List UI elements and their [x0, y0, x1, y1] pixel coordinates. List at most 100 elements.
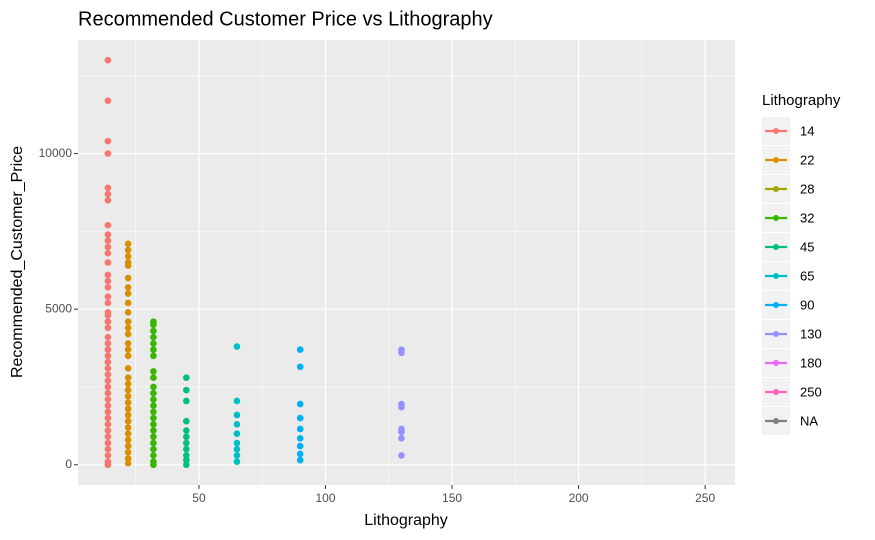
point [150, 383, 157, 391]
point [150, 346, 157, 353]
point [124, 430, 132, 437]
point [104, 271, 112, 279]
point [398, 349, 405, 357]
legend-label: NA [800, 413, 818, 428]
point [124, 324, 132, 332]
point [296, 456, 304, 464]
point [104, 249, 112, 257]
legend-label: 65 [800, 268, 814, 283]
point [124, 459, 132, 467]
point [150, 414, 157, 422]
point [233, 411, 241, 419]
point [124, 386, 132, 394]
point [124, 330, 132, 338]
point [124, 299, 132, 307]
point [398, 452, 405, 459]
x-tick-label: 150 [442, 491, 462, 505]
point [183, 374, 190, 381]
legend-label: 180 [800, 355, 822, 370]
legend-label: 130 [800, 326, 822, 341]
legend-label: 250 [800, 384, 822, 399]
point [150, 421, 157, 428]
point [104, 196, 112, 204]
point [150, 389, 157, 397]
point [124, 424, 132, 431]
point [150, 396, 157, 403]
point [104, 150, 112, 157]
point [104, 402, 112, 409]
x-tick-label: 200 [569, 491, 589, 505]
point [124, 340, 132, 347]
legend-key-point [773, 360, 779, 366]
point [104, 259, 112, 266]
point [124, 262, 132, 269]
point [150, 452, 157, 459]
point [150, 321, 157, 329]
point [150, 333, 157, 341]
legend-title: Lithography [762, 92, 841, 109]
point [104, 299, 112, 307]
point [150, 433, 157, 441]
point [104, 408, 112, 416]
point [124, 290, 132, 297]
y-tick-label: 10000 [39, 146, 73, 160]
legend-key-point [773, 273, 779, 279]
point [150, 352, 157, 360]
legend-key-point [773, 244, 779, 250]
point [296, 425, 304, 433]
point [124, 365, 132, 372]
point [183, 439, 190, 447]
point [104, 389, 112, 397]
point [104, 358, 112, 366]
point [104, 97, 112, 104]
point [398, 428, 405, 436]
legend-key-point [773, 128, 779, 134]
point [104, 427, 112, 434]
point [124, 374, 132, 381]
legend-label: 45 [800, 239, 814, 254]
point [104, 324, 112, 332]
point [104, 231, 112, 238]
legend-key-point [773, 418, 779, 424]
point [104, 340, 112, 347]
point [104, 346, 112, 353]
x-tick-label: 250 [695, 491, 715, 505]
point [183, 433, 190, 441]
point [104, 284, 112, 291]
y-tick-label: 5000 [45, 301, 72, 315]
y-axis-title: Recommended_Customer_Price [9, 146, 26, 378]
point [104, 445, 112, 453]
point [104, 56, 112, 64]
legend-label: 90 [800, 297, 814, 312]
point [296, 442, 304, 450]
point [183, 445, 190, 453]
point [124, 346, 132, 353]
point [150, 439, 157, 447]
point [124, 318, 132, 325]
point [104, 377, 112, 385]
point [124, 455, 132, 462]
point [233, 452, 241, 459]
legend-label: 14 [800, 123, 814, 138]
point [183, 386, 190, 394]
point [183, 397, 190, 405]
point [296, 450, 304, 458]
point [104, 352, 112, 360]
point [124, 399, 132, 406]
point [124, 417, 132, 425]
point [104, 414, 112, 422]
point [150, 368, 157, 375]
panel [78, 40, 735, 485]
point [104, 421, 112, 428]
point [124, 436, 132, 444]
point [104, 277, 112, 285]
point [233, 445, 241, 453]
point [124, 252, 132, 260]
point [104, 461, 112, 469]
point [233, 421, 241, 428]
point [104, 243, 112, 251]
point [124, 246, 132, 254]
point [183, 456, 190, 464]
point [104, 293, 112, 301]
